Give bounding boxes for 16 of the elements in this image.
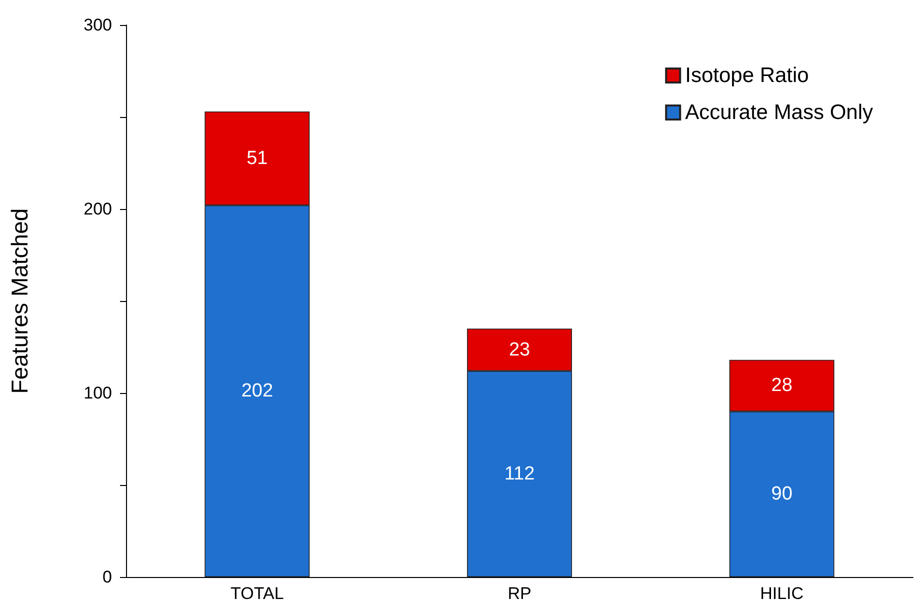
data-label: 23 (508, 339, 530, 360)
legend-label: Isotope Ratio (685, 64, 809, 87)
y-axis-title: Features Matched (6, 208, 32, 394)
data-label: 202 (241, 380, 274, 402)
data-label: 112 (504, 463, 535, 484)
y-tick-label: 100 (84, 384, 112, 402)
data-label: 51 (246, 148, 268, 169)
y-tick-label: 300 (84, 16, 112, 34)
y-tick-label: 200 (84, 200, 112, 218)
data-label: 90 (771, 484, 792, 505)
x-tick-label: TOTAL (230, 584, 284, 603)
x-tick-label: HILIC (760, 584, 804, 603)
x-tick-label: RP (508, 584, 532, 603)
y-tick-label: 0 (102, 568, 112, 586)
legend-label: Accurate Mass Only (685, 101, 874, 124)
data-label: 28 (771, 375, 792, 396)
